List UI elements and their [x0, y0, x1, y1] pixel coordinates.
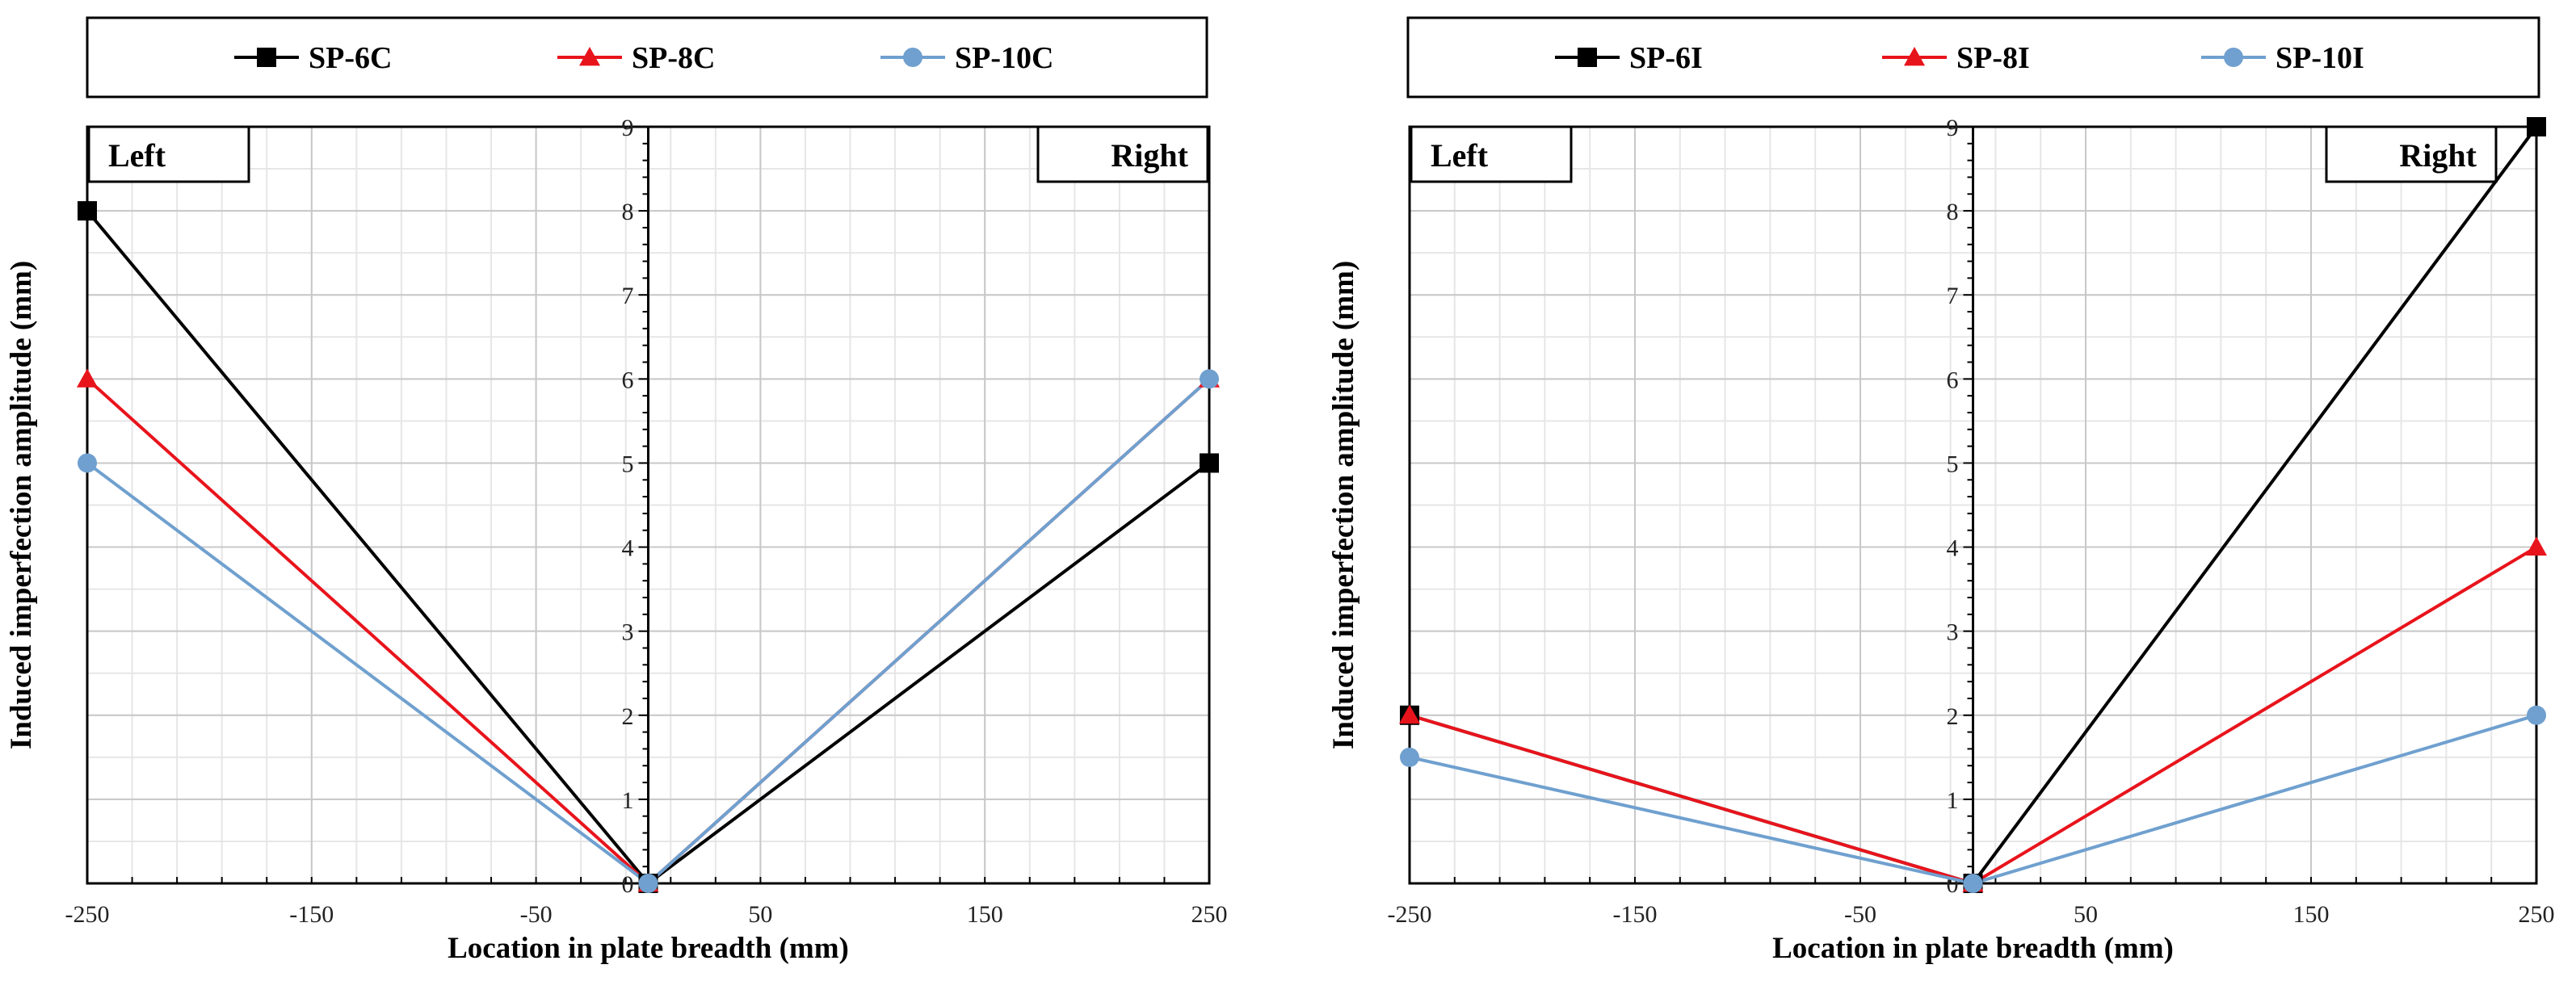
x-axis-title: Location in plate breadth (mm) — [448, 932, 849, 965]
legend-marker — [903, 48, 922, 67]
data-point-sp-10c — [1200, 369, 1219, 389]
x-tick-label: 150 — [2293, 901, 2330, 928]
y-tick-label: 9 — [1947, 115, 1959, 141]
left-tag-label: Left — [108, 137, 166, 174]
data-point-sp-6i — [2527, 117, 2546, 136]
y-tick-label: 3 — [622, 619, 634, 646]
data-point-sp-10c — [78, 453, 97, 473]
x-tick-label: 50 — [748, 901, 772, 928]
data-point-sp-8i — [1399, 704, 1420, 724]
y-tick-label: 6 — [622, 367, 634, 393]
data-point-sp-10i — [2527, 705, 2546, 725]
legend-label: SP-10I — [2276, 41, 2364, 75]
chart-panel-1: 0 1 2 3 4 5 6 7 8 9 -250 -150 -50 50 150 250 Location in… — [5, 16, 1228, 965]
y-tick-label: 9 — [622, 115, 634, 141]
data-point-sp-8c — [77, 368, 98, 388]
legend-marker — [579, 47, 600, 66]
legend-marker — [1578, 48, 1597, 67]
y-tick-label: 3 — [1947, 619, 1959, 646]
legend-label: SP-10C — [955, 41, 1053, 75]
y-tick-label: 0 — [622, 871, 634, 898]
left-tag-box — [87, 125, 250, 183]
legend-marker — [257, 48, 276, 67]
x-tick-label: 250 — [1191, 901, 1228, 928]
legend-label: SP-8I — [1956, 41, 2030, 75]
y-tick-label: 5 — [622, 451, 634, 477]
y-tick-label: 7 — [622, 283, 634, 309]
legend-marker — [2224, 48, 2243, 67]
x-tick-label: -250 — [1388, 901, 1432, 928]
right-tag-label: Right — [1111, 137, 1188, 174]
x-tick-label: 250 — [2519, 901, 2555, 928]
x-tick-label: -150 — [289, 901, 334, 928]
y-tick-label: 8 — [622, 199, 634, 225]
data-point-sp-8i — [2526, 536, 2547, 556]
right-tag-box — [2325, 125, 2498, 183]
x-axis-title: Location in plate breadth (mm) — [1772, 932, 2174, 965]
y-axis-title: Induced imperfection amplitude (mm) — [5, 261, 38, 749]
x-tick-label: -50 — [520, 901, 553, 928]
y-tick-label: 1 — [1947, 787, 1959, 814]
y-tick-label: 4 — [622, 535, 634, 562]
right-tag-label: Right — [2399, 137, 2477, 174]
y-tick-label: 2 — [1947, 703, 1959, 730]
y-tick-label: 7 — [1947, 283, 1959, 309]
legend-label: SP-6C — [309, 41, 392, 75]
legend-label: SP-8C — [632, 41, 715, 75]
x-tick-label: -150 — [1613, 901, 1658, 928]
y-tick-label: 2 — [622, 703, 634, 730]
left-tag-box — [1410, 125, 1573, 183]
x-tick-label: -50 — [1844, 901, 1876, 928]
data-point-sp-10i — [1400, 747, 1419, 767]
right-tag-box — [1036, 125, 1209, 183]
data-point-sp-10i — [1963, 874, 1983, 893]
y-tick-label: 5 — [1947, 451, 1959, 477]
x-tick-label: -250 — [65, 901, 110, 928]
left-tag-label: Left — [1431, 137, 1489, 174]
y-axis-title: Induced imperfection amplitude (mm) — [1327, 261, 1360, 749]
data-point-sp-6c — [78, 201, 97, 221]
x-tick-label: 50 — [2074, 901, 2098, 928]
data-point-sp-10c — [638, 874, 658, 893]
y-tick-label: 8 — [1947, 199, 1959, 225]
legend-marker — [1904, 47, 1925, 66]
y-tick-label: 1 — [622, 787, 634, 814]
y-tick-label: 4 — [1947, 535, 1959, 562]
legend-label: SP-6I — [1629, 41, 1703, 75]
y-tick-label: 6 — [1947, 367, 1959, 393]
x-tick-label: 150 — [967, 901, 1003, 928]
data-point-sp-6c — [1200, 453, 1219, 473]
